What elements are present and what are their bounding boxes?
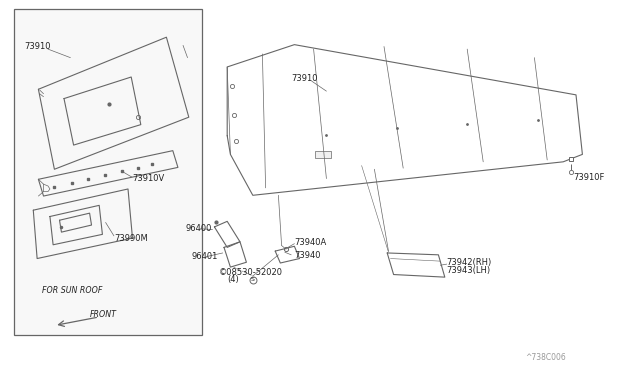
Bar — [315, 151, 332, 158]
Text: FRONT: FRONT — [90, 310, 116, 319]
Text: S: S — [251, 277, 255, 282]
Text: 73910: 73910 — [291, 74, 317, 83]
Text: 73910F: 73910F — [573, 173, 604, 182]
Text: 73942(RH): 73942(RH) — [447, 258, 492, 267]
Text: 73990M: 73990M — [114, 234, 148, 243]
Text: 73940A: 73940A — [294, 238, 326, 247]
Text: 73910V: 73910V — [132, 174, 164, 183]
Text: FOR SUN ROOF: FOR SUN ROOF — [42, 286, 102, 295]
Text: (4): (4) — [227, 275, 239, 284]
Bar — [14, 9, 202, 335]
Text: ^738C006: ^738C006 — [525, 353, 566, 362]
Text: ©08530-52020: ©08530-52020 — [219, 268, 283, 277]
Text: 73940: 73940 — [294, 251, 321, 260]
Text: 96400: 96400 — [186, 224, 212, 233]
Text: 96401: 96401 — [192, 252, 218, 261]
Text: 73943(LH): 73943(LH) — [447, 266, 491, 275]
Text: 73910: 73910 — [24, 42, 51, 51]
